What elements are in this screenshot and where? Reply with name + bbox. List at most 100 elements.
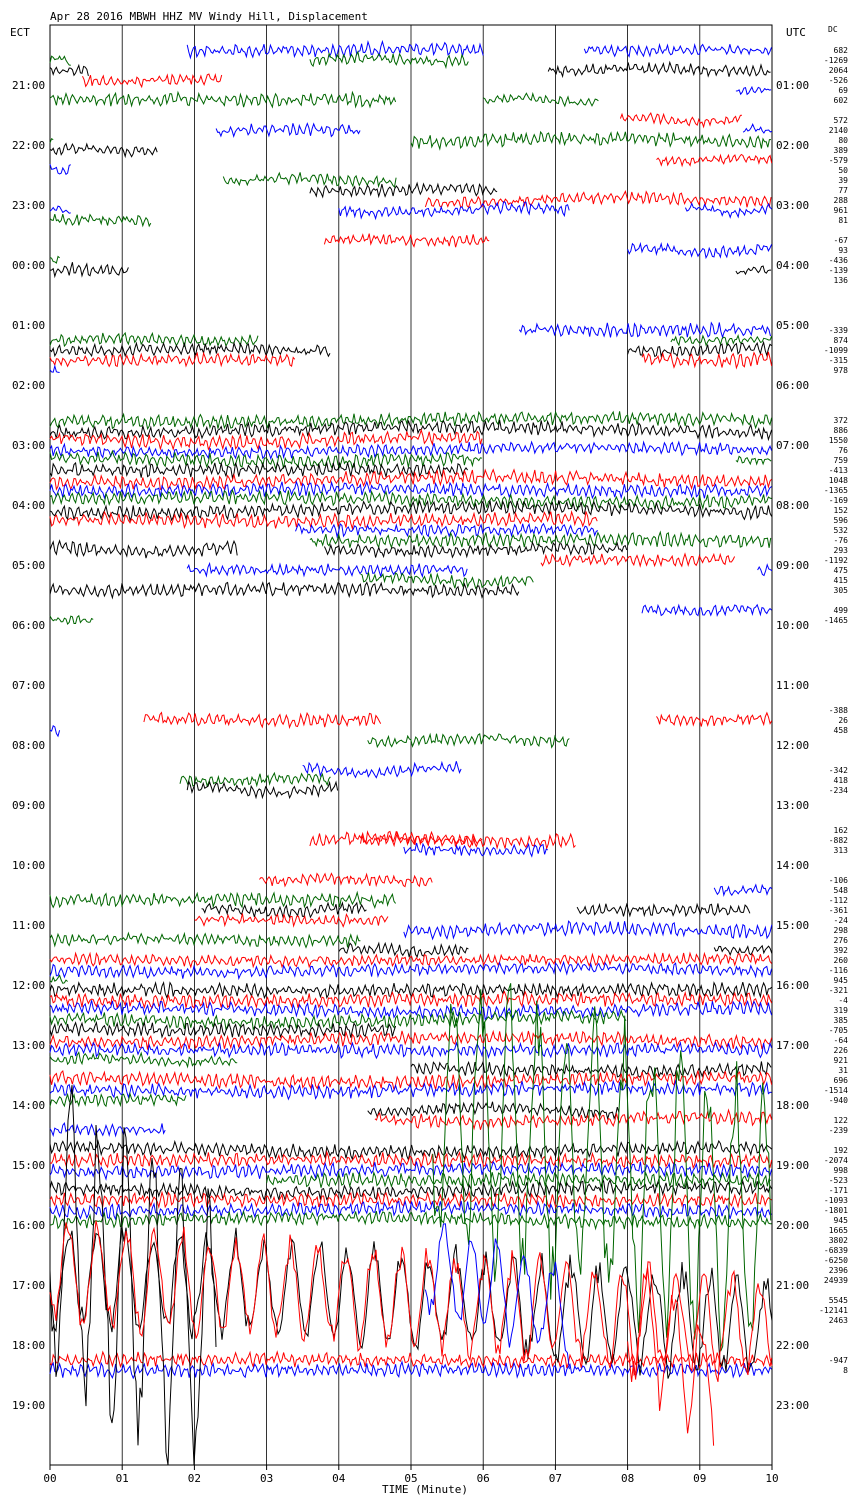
dc-value: 572 <box>834 116 849 125</box>
dc-value: -436 <box>829 256 848 265</box>
dc-value: 276 <box>834 936 849 945</box>
dc-value: 532 <box>834 526 849 535</box>
x-tick-label: 00 <box>43 1472 56 1485</box>
dc-value: -526 <box>829 76 848 85</box>
trace-segment <box>186 561 468 578</box>
trace-segment <box>49 581 520 600</box>
x-tick-label: 10 <box>765 1472 778 1485</box>
left-hour-label: 19:00 <box>12 1399 45 1412</box>
dc-value: 260 <box>834 956 849 965</box>
trace-segment <box>49 951 773 969</box>
large-event-trace <box>424 1223 570 1370</box>
dc-value: 5545 <box>829 1296 848 1305</box>
trace-segment <box>656 153 773 168</box>
dc-value: 1665 <box>829 1226 848 1235</box>
dc-value: -1099 <box>824 346 848 355</box>
trace-segment <box>360 831 483 848</box>
dc-value: 998 <box>834 1166 849 1175</box>
left-hour-label: 06:00 <box>12 619 45 632</box>
dc-value: -6250 <box>824 1256 848 1265</box>
dc-value: 1048 <box>829 476 848 485</box>
dc-value: -169 <box>829 496 848 505</box>
right-hour-label: 09:00 <box>776 559 809 572</box>
trace-segment <box>49 440 773 461</box>
dc-value: 50 <box>838 166 848 175</box>
right-hour-label: 08:00 <box>776 499 809 512</box>
trace-segment <box>49 142 158 159</box>
left-hour-label: 12:00 <box>12 979 45 992</box>
dc-value: 192 <box>834 1146 849 1155</box>
trace-segment <box>49 890 396 909</box>
dc-value: 418 <box>834 776 849 785</box>
dc-value: 293 <box>834 546 849 555</box>
dc-value: -116 <box>829 966 848 975</box>
dc-value: 77 <box>838 186 848 195</box>
trace-segment <box>49 461 469 480</box>
trace-segment <box>49 488 772 511</box>
dc-value: -321 <box>829 986 848 995</box>
trace-segment <box>49 980 772 1000</box>
trace-segment <box>49 262 129 279</box>
trace-segment <box>309 830 576 851</box>
dc-value: -76 <box>834 536 849 545</box>
trace-segment <box>309 181 498 199</box>
trace-segment <box>49 1008 627 1031</box>
left-hour-label: 02:00 <box>12 379 45 392</box>
trace-segment <box>49 499 773 522</box>
left-hour-label: 08:00 <box>12 739 45 752</box>
dc-value: 69 <box>838 86 848 95</box>
trace-segment <box>49 1051 238 1069</box>
dc-value: 24939 <box>824 1276 848 1285</box>
trace-segment <box>367 732 570 749</box>
trace-segment <box>684 202 773 219</box>
left-hour-label: 13:00 <box>12 1039 45 1052</box>
trace-segment <box>143 711 382 730</box>
trace-segment <box>735 265 772 276</box>
trace-segment <box>49 341 331 358</box>
dc-value: -64 <box>834 1036 849 1045</box>
left-hour-label: 09:00 <box>12 799 45 812</box>
dc-value: 226 <box>834 1046 849 1055</box>
trace-segment <box>49 1139 772 1162</box>
left-hour-label: 10:00 <box>12 859 45 872</box>
trace-segment <box>757 563 773 577</box>
trace-segment <box>518 321 771 339</box>
dc-value: -705 <box>829 1026 848 1035</box>
dc-value: 385 <box>834 1016 849 1025</box>
trace-segment <box>309 50 469 70</box>
dc-value: 136 <box>834 276 849 285</box>
trace-segment <box>49 990 773 1009</box>
trace-segment <box>360 571 534 590</box>
dc-value: -1269 <box>824 56 848 65</box>
large-event-trace <box>49 1220 773 1383</box>
left-hour-label: 14:00 <box>12 1099 45 1112</box>
dc-value: 305 <box>834 586 849 595</box>
trace-segment <box>49 614 94 626</box>
dc-value: -239 <box>829 1126 848 1135</box>
right-hour-label: 19:00 <box>776 1159 809 1172</box>
trace-segment <box>641 351 773 370</box>
trace-segment <box>656 711 773 728</box>
trace-segment <box>186 39 484 60</box>
dc-value: 3802 <box>829 1236 848 1245</box>
trace-segment <box>194 912 389 928</box>
trace-segment <box>49 931 361 949</box>
right-hour-label: 06:00 <box>776 379 809 392</box>
trace-segment <box>49 725 61 738</box>
trace-segment <box>641 603 772 617</box>
dc-value: 978 <box>834 366 849 375</box>
trace-segment <box>295 522 599 539</box>
trace-segment <box>49 960 773 981</box>
x-tick-label: 07 <box>549 1472 562 1485</box>
dc-value: 392 <box>834 946 849 955</box>
dc-value: 2463 <box>829 1316 848 1325</box>
trace-segment <box>49 1029 773 1050</box>
trace-segment <box>619 112 743 129</box>
dc-value: 122 <box>834 1116 849 1125</box>
trace-segment <box>49 410 773 431</box>
left-hour-label: 03:00 <box>12 439 45 452</box>
trace-segment <box>735 455 772 466</box>
right-hour-label: 10:00 <box>776 619 809 632</box>
trace-segment <box>410 130 771 151</box>
dc-value: 2396 <box>829 1266 848 1275</box>
